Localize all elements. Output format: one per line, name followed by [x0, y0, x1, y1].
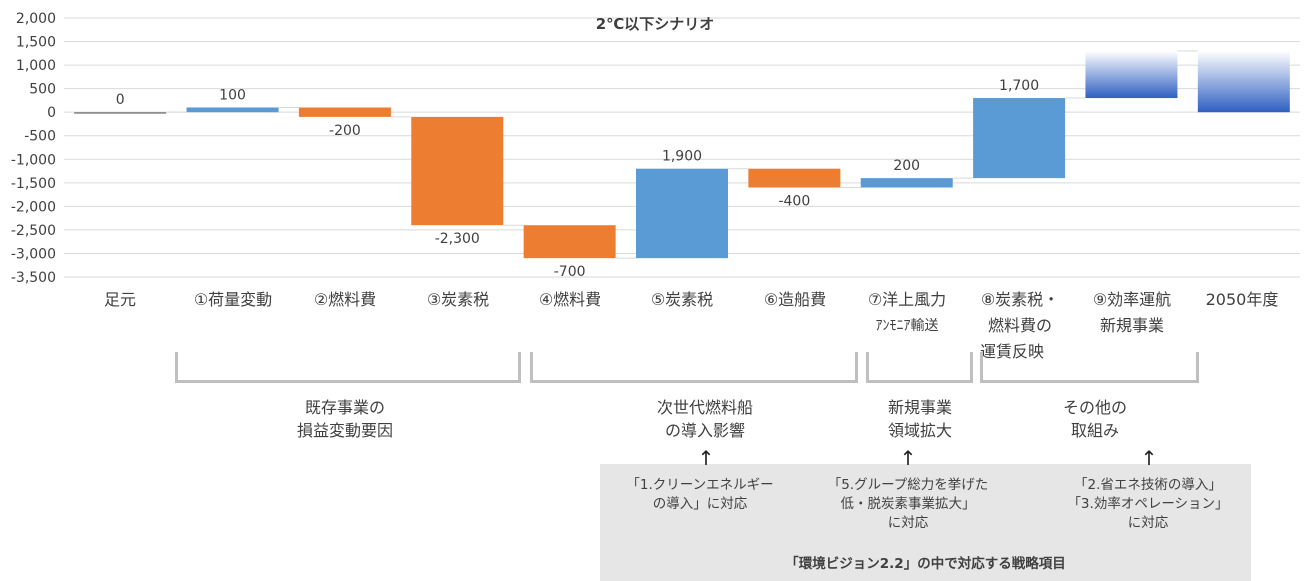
data-label: 1,900 [662, 149, 702, 165]
strategy-item: 「1.クリーンエネルギー の導入」に対応 [600, 476, 800, 514]
connector-lines [166, 50, 1198, 259]
category-label: ①荷量変動 [177, 287, 289, 313]
group-label-line: 損益変動要因 [296, 421, 393, 440]
group-label-line: 取組み [1070, 421, 1119, 440]
strategy-item-line: に対応 [1127, 515, 1169, 531]
group-label: 新規事業 領域拡大 [860, 396, 980, 442]
strategy-item: 「5.グループ総力を挙げた 低・脱炭素事業拡大」 に対応 [798, 476, 1018, 533]
bars [74, 50, 1290, 259]
group-label-line: 次世代燃料船 [656, 398, 753, 417]
strategy-item: 「2.省エネ技術の導入」 「3.効率オペレーション」 に対応 [1048, 476, 1248, 533]
strategy-box [600, 464, 1251, 581]
category-label-line: 新規事業 [1099, 316, 1164, 335]
data-label: 200 [893, 158, 920, 174]
category-label-line: 足元 [103, 290, 136, 309]
y-tick-label: -2,500 [11, 223, 56, 239]
data-label: 0 [116, 92, 125, 108]
category-label-line: ⑨効率運航 [1092, 290, 1172, 309]
data-label: 1,700 [999, 78, 1039, 94]
up-arrow-icon: ↑ [697, 446, 715, 470]
bar [186, 107, 279, 113]
category-label-line: 2050年度 [1205, 290, 1279, 309]
group-label: 次世代燃料船 の導入影響 [605, 396, 805, 442]
group-label-line: 新規事業 [887, 398, 952, 417]
strategy-item-line: 低・脱炭素事業拡大」 [840, 496, 976, 512]
category-label: ②燃料費 [289, 287, 401, 313]
y-tick-label: -3,000 [11, 246, 56, 262]
category-label-line: ④燃料費 [538, 290, 602, 309]
bar [411, 116, 504, 226]
category-label-line: ⑤炭素税 [650, 290, 714, 309]
bar [636, 168, 728, 259]
data-label: -400 [778, 194, 810, 210]
y-tick-label: -1,000 [11, 152, 56, 168]
category-label-line: ｱﾝﾓﾆｱ輸送 [875, 318, 939, 334]
category-label: ④燃料費 [514, 287, 626, 313]
y-tick-label: -2,000 [11, 199, 56, 215]
category-label: ⑧炭素税・ 燃料費の 運賃反映 [964, 287, 1076, 365]
group-bracket [980, 352, 1199, 383]
category-label: ⑨効率運航 新規事業 [1076, 287, 1188, 339]
category-label-line: ①荷量変動 [193, 290, 273, 309]
strategy-item-line: 「2.省エネ技術の導入」 [1074, 477, 1222, 493]
category-label-line: ⑥造船費 [763, 290, 827, 309]
data-label: -700 [554, 264, 586, 280]
group-label-line: 領域拡大 [887, 421, 952, 440]
category-label: 2050年度 [1186, 287, 1298, 313]
y-tick-label: -3,500 [11, 270, 56, 286]
group-bracket [866, 352, 973, 383]
y-tick-label: -500 [24, 129, 56, 145]
y-axis-tick-labels: 2,000 1,500 1,000 500 0 -500 -1,000 -1,500 -2,00… [11, 11, 56, 286]
category-label-line: 運賃反映 [980, 342, 1045, 361]
bar [748, 168, 841, 188]
bar [1197, 50, 1290, 113]
data-labels: 0 100 -200 -2,300 -700 1,900 -400 200 1,700 [116, 78, 1039, 280]
bar [298, 107, 391, 117]
strategy-item-line: 「1.クリーンエネルギー [626, 477, 774, 493]
category-label: ③炭素税 [402, 287, 514, 313]
bar [973, 98, 1066, 179]
data-label: -2,300 [435, 231, 480, 247]
up-arrow-icon: ↑ [899, 446, 917, 470]
category-label-line: ③炭素税 [426, 290, 490, 309]
category-label-line: 燃料費の [987, 316, 1052, 335]
group-label-line: その他の [1062, 398, 1127, 417]
category-label: 足元 [64, 287, 176, 313]
y-tick-label: 500 [29, 82, 56, 98]
bar [1085, 50, 1178, 99]
data-label: -200 [329, 123, 361, 139]
category-label-line: ②燃料費 [313, 290, 377, 309]
strategy-footer: 「環境ビジョン2.2」の中で対応する戦略項目 [785, 556, 1066, 572]
category-label: ⑦洋上風力 ｱﾝﾓﾆｱ輸送 [851, 287, 963, 339]
bar [860, 178, 953, 188]
strategy-item-line: 「3.効率オペレーション」 [1067, 496, 1229, 512]
up-arrow-icon: ↑ [1140, 446, 1158, 470]
waterfall-chart: 2,000 1,500 1,000 500 0 -500 -1,000 -1,500 -2,00… [11, 11, 1300, 286]
y-tick-label: 0 [47, 105, 56, 121]
group-label-line: 既存事業の [304, 398, 385, 417]
y-tick-label: -1,500 [11, 176, 56, 192]
group-bracket [175, 352, 521, 383]
y-tick-label: 2,000 [16, 11, 56, 27]
category-label-line: ⑧炭素税・ [980, 290, 1060, 309]
y-tick-label: 1,000 [16, 58, 56, 74]
strategy-item-line: に対応 [887, 515, 929, 531]
data-label: 100 [219, 87, 246, 103]
chart-title: 2℃以下シナリオ [596, 15, 715, 33]
category-label: ⑤炭素税 [626, 287, 738, 313]
group-label-line: の導入影響 [664, 421, 745, 440]
group-bracket [530, 352, 858, 383]
strategy-item-line: の導入」に対応 [652, 496, 748, 512]
group-label: その他の 取組み [1035, 396, 1155, 442]
group-label: 既存事業の 損益変動要因 [245, 396, 445, 442]
category-label: ⑥造船費 [739, 287, 851, 313]
category-label-line: ⑦洋上風力 [867, 290, 947, 309]
strategy-item-line: 「5.グループ総力を挙げた [827, 477, 989, 493]
bar [74, 112, 167, 114]
bar [523, 225, 616, 259]
y-tick-label: 1,500 [16, 35, 56, 51]
